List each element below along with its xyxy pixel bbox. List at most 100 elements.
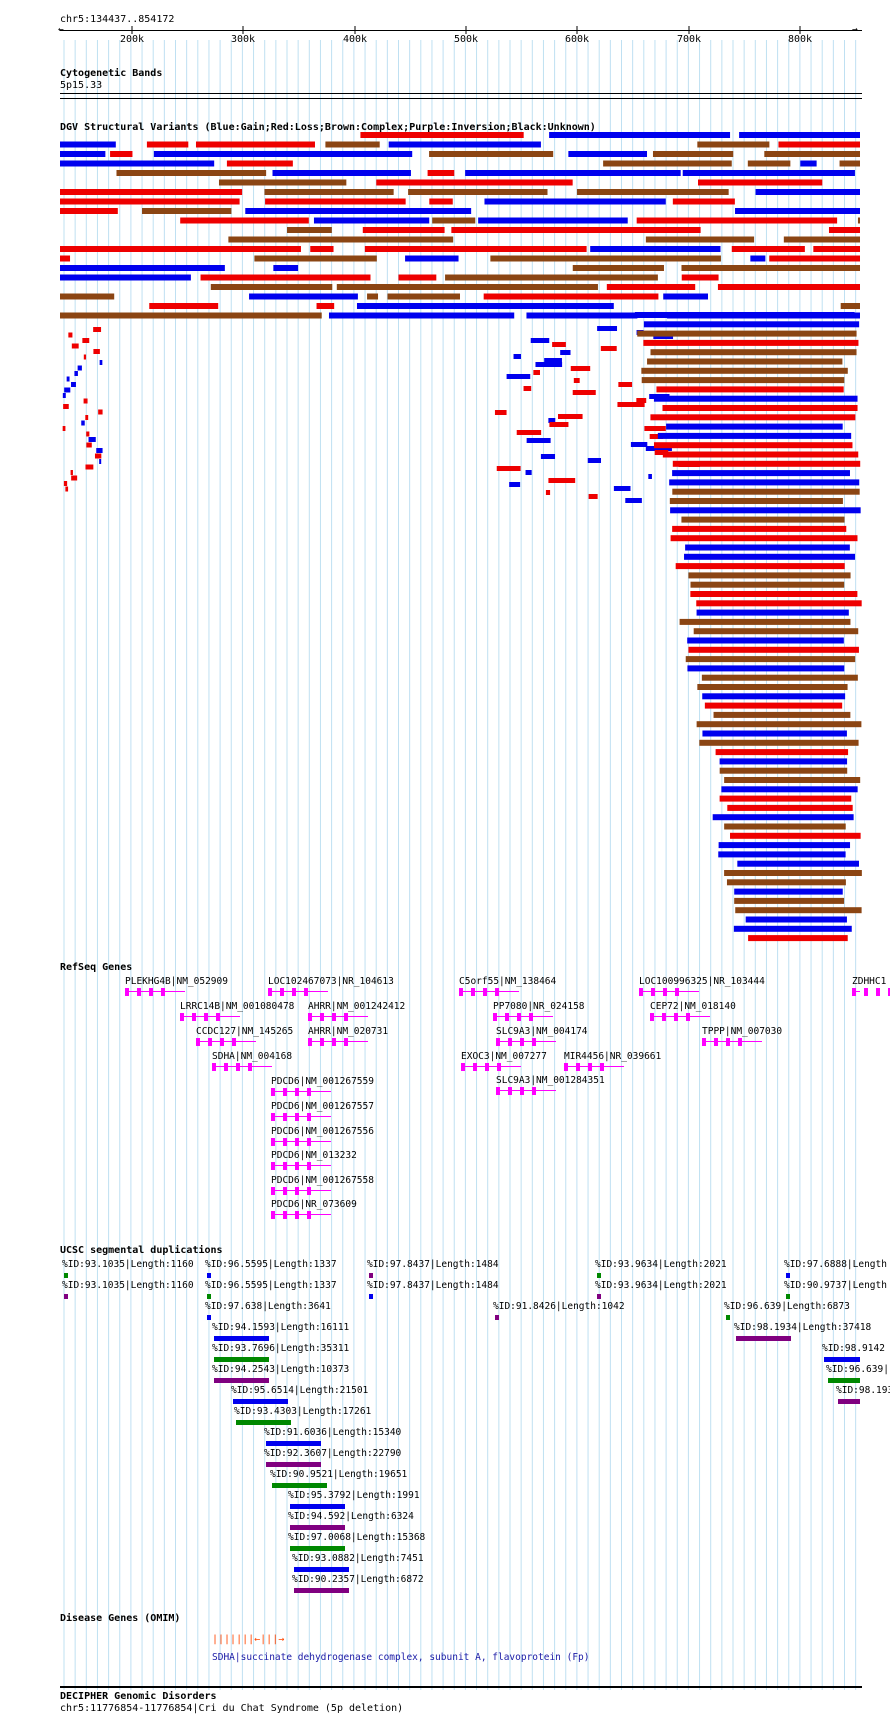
gene-model[interactable] <box>271 1165 331 1172</box>
segdup-label[interactable]: %ID:97.8437|Length:1484 <box>367 1280 499 1291</box>
segdup-bar[interactable] <box>838 1399 860 1404</box>
segdup-bar[interactable] <box>726 1315 730 1320</box>
gene-label[interactable]: LOC100996325|NR_103444 <box>639 976 765 987</box>
gene-model[interactable] <box>271 1116 331 1123</box>
omim-gene-glyph[interactable]: |||||||←|||→ <box>212 1634 285 1645</box>
segdup-label[interactable]: %ID:97.0068|Length:15368 <box>288 1532 426 1543</box>
gene-label[interactable]: PDCD6|NM_001267556 <box>271 1126 374 1137</box>
gene-model[interactable] <box>496 1090 556 1097</box>
decipher-entry[interactable]: chr5:11776854-11776854|Cri du Chat Syndr… <box>60 1703 404 1714</box>
segdup-label[interactable]: %ID:95.6514|Length:21501 <box>231 1385 369 1396</box>
segdup-bar[interactable] <box>786 1294 790 1299</box>
segdup-bar[interactable] <box>214 1336 269 1341</box>
segdup-label[interactable]: %ID:93.0882|Length:7451 <box>292 1553 424 1564</box>
segdup-bar[interactable] <box>207 1315 211 1320</box>
gene-model[interactable] <box>180 1016 240 1023</box>
gene-label[interactable]: PDCD6|NM_001267558 <box>271 1175 374 1186</box>
segdup-label[interactable]: %ID:96.5595|Length:1337 <box>205 1259 337 1270</box>
segdup-bar[interactable] <box>294 1588 349 1593</box>
segdup-bar[interactable] <box>369 1294 373 1299</box>
segdup-bar[interactable] <box>207 1273 211 1278</box>
gene-label[interactable]: PLEKHG4B|NM_052909 <box>125 976 228 987</box>
gene-label[interactable]: AHRR|NM_001242412 <box>308 1001 406 1012</box>
gene-label[interactable]: ZDHHC1 <box>852 976 887 987</box>
gene-model[interactable] <box>308 1041 368 1048</box>
segdup-label[interactable]: %ID:93.9634|Length:2021 <box>595 1259 727 1270</box>
gene-model[interactable] <box>461 1066 521 1073</box>
segdup-label[interactable]: %ID:93.1035|Length:1160 <box>62 1280 194 1291</box>
segdup-bar[interactable] <box>828 1378 860 1383</box>
gene-model[interactable] <box>125 991 185 998</box>
segdup-bar[interactable] <box>786 1273 790 1278</box>
gene-model[interactable] <box>564 1066 624 1073</box>
segdup-label[interactable]: %ID:97.8437|Length:1484 <box>367 1259 499 1270</box>
segdup-label[interactable]: %ID:94.1593|Length:16111 <box>212 1322 350 1333</box>
gene-model[interactable] <box>650 1016 710 1023</box>
segdup-label[interactable]: %ID:90.2357|Length:6872 <box>292 1574 424 1585</box>
gene-label[interactable]: PDCD6|NM_001267559 <box>271 1076 374 1087</box>
segdup-label[interactable]: %ID:98.193 <box>836 1385 890 1396</box>
segdup-track-title[interactable]: UCSC segmental duplications <box>60 1245 223 1256</box>
segdup-label[interactable]: %ID:96.5595|Length:1337 <box>205 1280 337 1291</box>
segdup-bar[interactable] <box>207 1294 211 1299</box>
gene-model[interactable] <box>196 1041 256 1048</box>
segdup-label[interactable]: %ID:98.1934|Length:37418 <box>734 1322 872 1333</box>
gene-model[interactable] <box>496 1041 556 1048</box>
gene-label[interactable]: LRRC14B|NM_001080478 <box>180 1001 295 1012</box>
gene-model[interactable] <box>308 1016 368 1023</box>
gene-label[interactable]: C5orf55|NM_138464 <box>459 976 557 987</box>
segdup-label[interactable]: %ID:93.4303|Length:17261 <box>234 1406 372 1417</box>
segdup-label[interactable]: %ID:96.639|Length:6873 <box>724 1301 850 1312</box>
gene-label[interactable]: PDCD6|NR_073609 <box>271 1199 357 1210</box>
segdup-bar[interactable] <box>597 1294 601 1299</box>
gene-model[interactable] <box>212 1066 272 1073</box>
segdup-bar[interactable] <box>294 1567 349 1572</box>
segdup-label[interactable]: %ID:90.9737|Length <box>784 1280 887 1291</box>
segdup-bar[interactable] <box>64 1294 68 1299</box>
decipher-track-title[interactable]: DECIPHER Genomic Disorders <box>60 1691 217 1702</box>
gene-model[interactable] <box>639 991 699 998</box>
segdup-bar[interactable] <box>233 1399 288 1404</box>
omim-track-title[interactable]: Disease Genes (OMIM) <box>60 1613 181 1624</box>
segdup-bar[interactable] <box>290 1525 345 1530</box>
segdup-bar[interactable] <box>64 1273 68 1278</box>
gene-model[interactable] <box>271 1141 331 1148</box>
gene-model[interactable] <box>702 1041 762 1048</box>
gene-label[interactable]: SLC9A3|NM_004174 <box>496 1026 588 1037</box>
gene-model[interactable] <box>271 1214 331 1221</box>
segdup-bar[interactable] <box>824 1357 860 1362</box>
gene-label[interactable]: PDCD6|NM_013232 <box>271 1150 357 1161</box>
gene-label[interactable]: PDCD6|NM_001267557 <box>271 1101 374 1112</box>
gene-model[interactable] <box>271 1091 331 1098</box>
gene-label[interactable]: SLC9A3|NM_001284351 <box>496 1075 605 1086</box>
segdup-label[interactable]: %ID:96.639| <box>826 1364 889 1375</box>
gene-label[interactable]: AHRR|NM_020731 <box>308 1026 389 1037</box>
segdup-label[interactable]: %ID:95.3792|Length:1991 <box>288 1490 420 1501</box>
gene-model[interactable] <box>459 991 519 998</box>
gene-label[interactable]: SDHA|NM_004168 <box>212 1051 293 1062</box>
gene-label[interactable]: MIR4456|NR_039661 <box>564 1051 662 1062</box>
gene-label[interactable]: EXOC3|NM_007277 <box>461 1051 547 1062</box>
omim-entry[interactable]: SDHA|succinate dehydrogenase complex, su… <box>212 1652 590 1663</box>
gene-model[interactable] <box>268 991 328 998</box>
segdup-bar[interactable] <box>736 1336 791 1341</box>
segdup-label[interactable]: %ID:93.9634|Length:2021 <box>595 1280 727 1291</box>
segdup-bar[interactable] <box>272 1483 327 1488</box>
segdup-bar[interactable] <box>236 1420 291 1425</box>
refseq-track-title[interactable]: RefSeq Genes <box>60 962 133 973</box>
segdup-label[interactable]: %ID:92.3607|Length:22790 <box>264 1448 402 1459</box>
segdup-label[interactable]: %ID:97.638|Length:3641 <box>205 1301 331 1312</box>
segdup-bar[interactable] <box>369 1273 373 1278</box>
segdup-bar[interactable] <box>214 1357 269 1362</box>
segdup-bar[interactable] <box>290 1504 345 1509</box>
gene-label[interactable]: CCDC127|NM_145265 <box>196 1026 294 1037</box>
dgv-variants[interactable] <box>0 132 890 942</box>
segdup-bar[interactable] <box>597 1273 601 1278</box>
segdup-label[interactable]: %ID:93.1035|Length:1160 <box>62 1259 194 1270</box>
gene-model[interactable] <box>271 1190 331 1197</box>
gene-label[interactable]: LOC102467073|NR_104613 <box>268 976 394 987</box>
segdup-label[interactable]: %ID:93.7696|Length:35311 <box>212 1343 350 1354</box>
segdup-label[interactable]: %ID:98.9142 <box>822 1343 885 1354</box>
segdup-label[interactable]: %ID:90.9521|Length:19651 <box>270 1469 408 1480</box>
gene-model[interactable] <box>493 1016 553 1023</box>
